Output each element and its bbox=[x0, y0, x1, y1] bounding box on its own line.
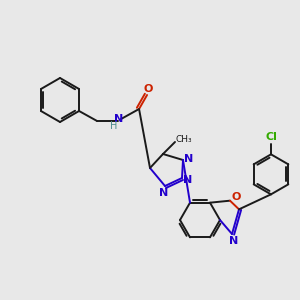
Text: N: N bbox=[230, 236, 238, 246]
Text: N: N bbox=[184, 154, 194, 164]
Text: N: N bbox=[114, 114, 124, 124]
Text: O: O bbox=[143, 84, 153, 94]
Text: CH₃: CH₃ bbox=[176, 136, 192, 145]
Text: N: N bbox=[183, 175, 193, 185]
Text: O: O bbox=[231, 192, 241, 202]
Text: N: N bbox=[159, 188, 169, 198]
Text: H: H bbox=[110, 121, 118, 131]
Text: Cl: Cl bbox=[265, 132, 277, 142]
